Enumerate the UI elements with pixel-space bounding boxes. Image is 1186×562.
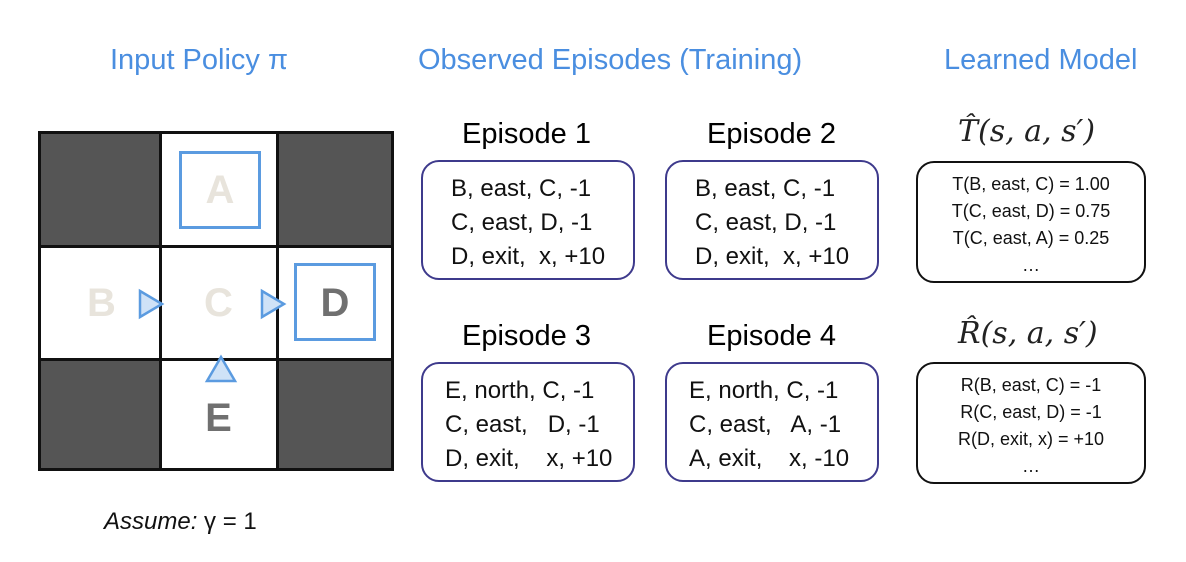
episode-step: C, east, A, -1 [689,411,842,438]
transition-model-title: T̂(s, a, s′) [958,114,1096,149]
episode-step: E, north, C, -1 [445,377,595,404]
episode-step: B, east, C, -1 [695,175,836,202]
wall-cell-top-right [277,134,391,247]
episode-step: B, east, C, -1 [451,175,592,202]
gridworld: A B C D E [38,131,394,471]
episode-step: C, east, D, -1 [445,411,600,438]
transition-ellipsis: … [1022,255,1040,275]
policy-arrow-c-east-icon [260,288,287,320]
episode-2-box: B, east, C, -1 C, east, D, -1 D, exit, x… [665,160,879,280]
reward-model-box: R(B, east, C) = -1 R(C, east, D) = -1 R(… [916,362,1146,484]
grid-line [41,245,391,248]
transition-model-box: T(B, east, C) = 1.00 T(C, east, D) = 0.7… [916,161,1146,283]
exit-box-d [294,263,376,341]
observed-episodes-heading: Observed Episodes (Training) [418,44,803,76]
episode-step: E, north, C, -1 [689,377,839,404]
wall-cell-bottom-left [41,360,160,468]
episode-step: D, exit, x, +10 [695,243,850,270]
episode-step: D, exit, x, +10 [451,243,606,270]
episode-3-title: Episode 3 [462,320,591,352]
reward-model-title: R̂(s, a, s′) [958,316,1098,351]
grid-line [159,134,162,468]
episode-2-title: Episode 2 [707,118,836,150]
state-a-label: A [205,168,235,212]
assume-gamma: γ = 1 [204,508,257,535]
episode-step: A, exit, x, -10 [689,445,850,472]
episode-step: D, exit, x, +10 [445,445,613,472]
state-d-label: D [320,281,350,325]
state-b-label: B [87,281,116,325]
exit-box-a [179,151,261,229]
episode-4-title: Episode 4 [707,320,836,352]
grid-line [41,358,391,361]
state-e-label: E [205,396,232,440]
reward-estimate: R(C, east, D) = -1 [960,402,1102,422]
transition-estimate: T(C, east, D) = 0.75 [951,201,1111,221]
reward-ellipsis: … [1022,456,1040,476]
episode-1-title: Episode 1 [462,118,591,150]
reward-estimate: R(D, exit, x) = +10 [957,429,1105,449]
episode-3-box: E, north, C, -1 C, east, D, -1 D, exit, … [421,362,635,482]
policy-arrow-b-east-icon [138,288,165,320]
discount-assumption: Assume: γ = 1 [104,508,257,536]
wall-cell-bottom-right [277,360,391,468]
input-policy-heading: Input Policy π [110,44,288,76]
episode-1-box: B, east, C, -1 C, east, D, -1 D, exit, x… [421,160,635,280]
episode-step: C, east, D, -1 [695,209,837,236]
assume-prefix: Assume: [104,508,198,535]
episode-4-box: E, north, C, -1 C, east, A, -1 A, exit, … [665,362,879,482]
wall-cell-top-left [41,134,160,247]
episode-step: C, east, D, -1 [451,209,593,236]
state-c-label: C [204,281,233,325]
reward-estimate: R(B, east, C) = -1 [960,375,1102,395]
learned-model-heading: Learned Model [944,44,1138,76]
transition-estimate: T(B, east, C) = 1.00 [952,174,1110,194]
policy-arrow-e-north-icon [204,354,238,383]
transition-estimate: T(C, east, A) = 0.25 [952,228,1110,248]
